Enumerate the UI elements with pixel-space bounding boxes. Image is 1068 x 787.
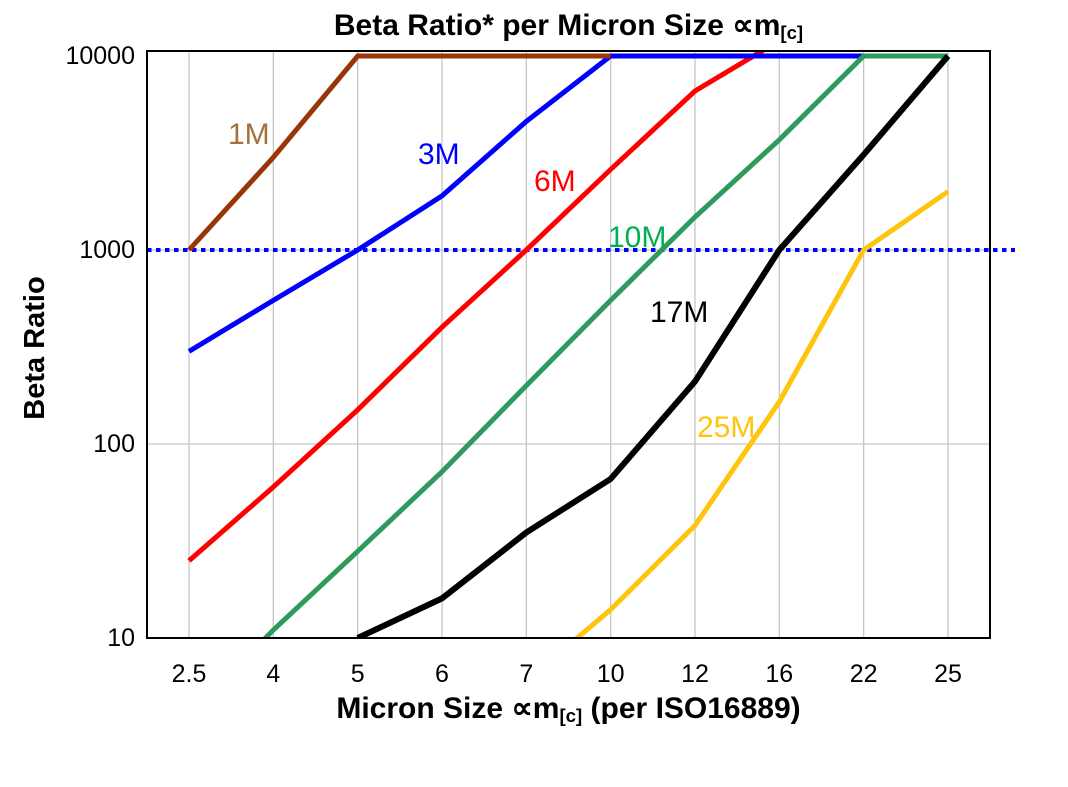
series-label-10m: 10M (608, 221, 667, 254)
series-label-6m: 6M (534, 165, 576, 198)
chart-title-text: Beta Ratio* per Micron Size ∝m (333, 9, 781, 42)
x-tick-label-10: 10 (596, 660, 625, 688)
x-axis-title-suffix: (per ISO16889) (582, 692, 801, 725)
x-tick-label-6: 6 (435, 660, 449, 688)
x-tick-label-22: 22 (849, 660, 878, 688)
x-tick-label-12: 12 (681, 660, 709, 688)
plot-border (146, 50, 991, 639)
x-tick-label-7: 7 (519, 660, 534, 688)
x-tick-label-5: 5 (350, 660, 365, 688)
series-label-1m: 1M (228, 118, 270, 151)
series-label-17m: 17M (650, 296, 709, 329)
series-label-25m: 25M (697, 411, 756, 444)
series-line-10m (261, 53, 948, 638)
x-axis-title-text: Micron Size ∝m (336, 692, 560, 725)
series-line-6m (187, 51, 767, 563)
series-line-17m (356, 54, 951, 638)
y-tick-label-10: 10 (107, 624, 135, 652)
y-tick-label-100: 100 (93, 430, 135, 458)
x-tick-label-25: 25 (934, 660, 962, 688)
y-tick-label-1000: 1000 (79, 236, 135, 264)
chart-title: Beta Ratio* per Micron Size ∝m[c] (147, 8, 990, 44)
y-tick-label-10000: 10000 (65, 42, 135, 70)
chart-title-subscript: [c] (780, 22, 804, 44)
x-axis-title-subscript: [c] (559, 705, 583, 727)
series-label-3m: 3M (418, 138, 460, 171)
x-axis-title: Micron Size ∝m[c] (per ISO16889) (147, 691, 990, 727)
x-tick-label-4: 4 (266, 660, 281, 688)
y-axis-tick-labels: 10 100 1000 10000 (0, 0, 137, 787)
x-tick-label-16: 16 (765, 660, 794, 688)
series-line-25m (573, 189, 950, 638)
x-tick-label-2.5: 2.5 (171, 660, 207, 688)
series-line-3m (187, 53, 948, 354)
series-line-1m (187, 53, 611, 252)
